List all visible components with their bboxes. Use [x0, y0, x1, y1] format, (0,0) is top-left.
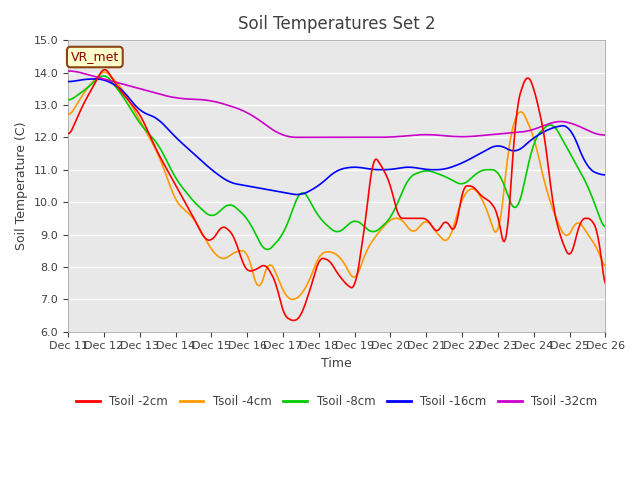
Title: Soil Temperatures Set 2: Soil Temperatures Set 2 [238, 15, 436, 33]
Y-axis label: Soil Temperature (C): Soil Temperature (C) [15, 121, 28, 250]
X-axis label: Time: Time [321, 357, 352, 370]
Legend: Tsoil -2cm, Tsoil -4cm, Tsoil -8cm, Tsoil -16cm, Tsoil -32cm: Tsoil -2cm, Tsoil -4cm, Tsoil -8cm, Tsoi… [72, 390, 602, 413]
Text: VR_met: VR_met [70, 50, 119, 63]
